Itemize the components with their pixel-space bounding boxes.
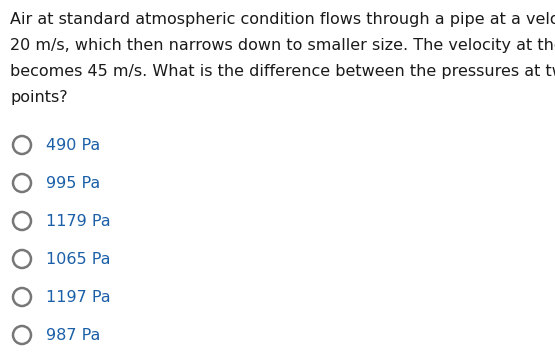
Text: points?: points? [10,90,68,105]
Text: 1179 Pa: 1179 Pa [46,213,110,229]
Text: 20 m/s, which then narrows down to smaller size. The velocity at the throat: 20 m/s, which then narrows down to small… [10,38,555,53]
Text: 1197 Pa: 1197 Pa [46,289,110,305]
Text: Air at standard atmospheric condition flows through a pipe at a velocity of: Air at standard atmospheric condition fl… [10,12,555,27]
Text: becomes 45 m/s. What is the difference between the pressures at two: becomes 45 m/s. What is the difference b… [10,64,555,79]
Text: 987 Pa: 987 Pa [46,328,100,342]
Text: 995 Pa: 995 Pa [46,175,100,190]
Text: 490 Pa: 490 Pa [46,138,100,153]
Text: 1065 Pa: 1065 Pa [46,252,110,266]
